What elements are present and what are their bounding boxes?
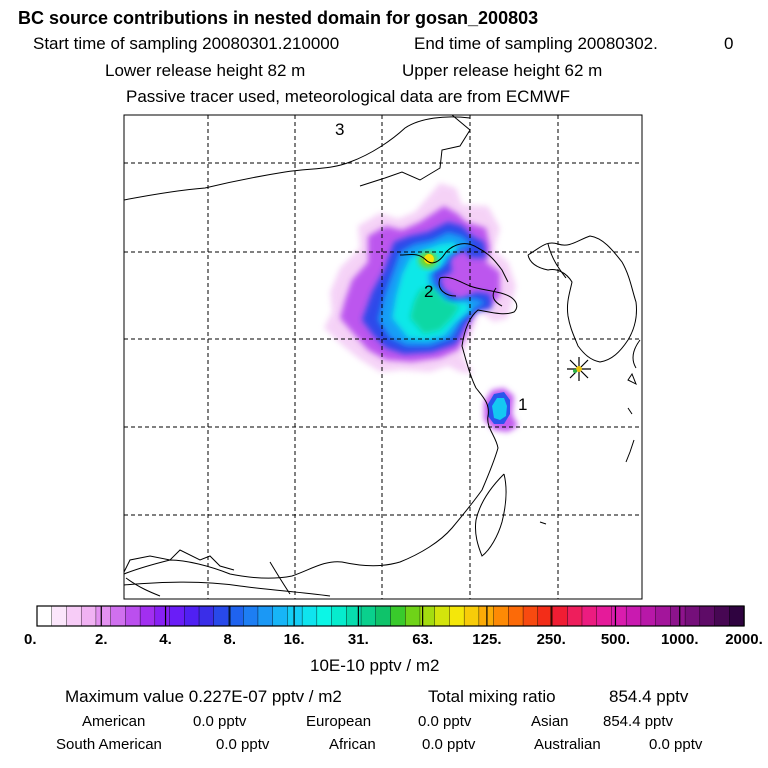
colorbar-cell — [390, 605, 406, 627]
colorbar-cell — [655, 605, 672, 627]
colorbar-cell — [449, 605, 465, 627]
colorbar-cell — [699, 605, 716, 627]
colorbar-cell — [51, 605, 68, 627]
colorbar-cell — [434, 605, 451, 627]
region-asian-value: 854.4 pptv — [603, 713, 674, 730]
colorbar-cell — [272, 605, 289, 627]
colorbar-tick-label: 4. — [159, 631, 172, 648]
colorbar-frame — [36, 605, 745, 627]
colorbar-cell — [110, 605, 127, 627]
colorbar-tick-label: 16. — [283, 631, 305, 648]
end-time-label: End time of sampling 20080302. — [414, 34, 658, 53]
colorbar-cell — [301, 605, 318, 627]
colorbar-cell — [522, 605, 539, 627]
colorbar-cell — [139, 605, 156, 627]
total-mixing-label: Total mixing ratio — [428, 687, 556, 706]
colorbar-cell — [184, 605, 200, 627]
lower-release-label: Lower release height 82 m — [105, 61, 306, 80]
colorbar-tick-label: 31. — [347, 631, 369, 648]
colorbar-cell — [729, 605, 745, 627]
region-european-value: 0.0 pptv — [418, 713, 472, 730]
colorbar-cell — [552, 605, 568, 627]
colorbar-cell — [213, 605, 230, 627]
colorbar-cell — [169, 605, 185, 627]
colorbar-cell — [684, 605, 701, 627]
region-american-value: 0.0 pptv — [193, 713, 247, 730]
colorbar-cell — [567, 605, 583, 627]
colorbar-cell — [596, 605, 613, 627]
region-australian-name: Australian — [534, 736, 601, 753]
colorbar-tick-label: 125. — [472, 631, 502, 648]
colorbar-tick-label: 63. — [412, 631, 434, 648]
colorbar-tick-label: 250. — [536, 631, 566, 648]
colorbar-cell — [95, 605, 112, 627]
colorbar-cell — [36, 605, 53, 627]
colorbar-cell — [316, 605, 333, 627]
colorbar-cell — [375, 605, 392, 627]
colorbar-cell — [405, 605, 421, 627]
colorbar-tick-label: 0. — [24, 631, 37, 648]
region-asian-name: Asian — [531, 713, 569, 730]
colorbar-cell — [670, 605, 686, 627]
plume-core-yellow — [424, 254, 434, 264]
plume-teal — [410, 286, 460, 334]
colorbar-cell — [125, 605, 141, 627]
colorbar-tick-label: 1000. — [660, 631, 699, 648]
plot-title: BC source contributions in nested domain… — [18, 8, 539, 28]
region-south-american-name: South American — [56, 736, 162, 753]
colorbar-cell — [228, 605, 244, 627]
colorbar-cell — [243, 605, 259, 627]
colorbar-cell — [360, 605, 377, 627]
end-time-value: 0 — [724, 34, 734, 53]
colorbar-cell — [611, 605, 627, 627]
region-australian-value: 0.0 pptv — [649, 736, 703, 753]
colorbar-cell — [80, 605, 97, 627]
tracer-note: Passive tracer used, meteorological data… — [126, 87, 571, 106]
coastlines — [124, 115, 641, 597]
colorbar-cell — [640, 605, 657, 627]
colorbar-cell — [714, 605, 730, 627]
colorbar-cell — [581, 605, 598, 627]
colorbar-cell — [493, 605, 510, 627]
plume-field — [324, 183, 518, 432]
colorbar-cell — [463, 605, 480, 627]
start-time-label: Start time of sampling 20080301.210000 — [33, 34, 340, 53]
plume-south-cyan — [492, 398, 507, 420]
colorbar-tick-label: 500. — [600, 631, 631, 648]
lat-lon-grid — [124, 115, 642, 599]
maximum-value: Maximum value 0.227E-07 pptv / m2 — [65, 687, 342, 706]
colorbar-cell — [346, 605, 362, 627]
colorbar-cell — [625, 605, 642, 627]
colorbar-cell — [66, 605, 82, 627]
colorbar-cell — [287, 605, 303, 627]
region-african-name: African — [329, 736, 376, 753]
upper-release-label: Upper release height 62 m — [402, 61, 603, 80]
cluster-label-1: 1 — [518, 395, 527, 414]
region-african-value: 0.0 pptv — [422, 736, 476, 753]
colorbar-unit: 10E-10 pptv / m2 — [310, 656, 440, 675]
colorbar-cell — [198, 605, 215, 627]
map-frame — [123, 114, 643, 600]
colorbar-cell — [257, 605, 274, 627]
colorbar-tick-label: 2000. — [725, 631, 763, 648]
cluster-label-2: 2 — [424, 282, 433, 301]
colorbar-cell — [154, 605, 171, 627]
region-american-name: American — [82, 713, 146, 730]
colorbar-tick-label: 2. — [95, 631, 108, 648]
receptor-star-icon — [567, 357, 591, 381]
colorbar-cell — [508, 605, 524, 627]
region-european-name: European — [306, 713, 372, 730]
cluster-label-3: 3 — [335, 120, 344, 139]
colorbar-cell — [331, 605, 348, 627]
region-south-american-value: 0.0 pptv — [216, 736, 270, 753]
colorbar-tick-label: 8. — [223, 631, 237, 648]
total-mixing-value: 854.4 pptv — [609, 687, 689, 706]
